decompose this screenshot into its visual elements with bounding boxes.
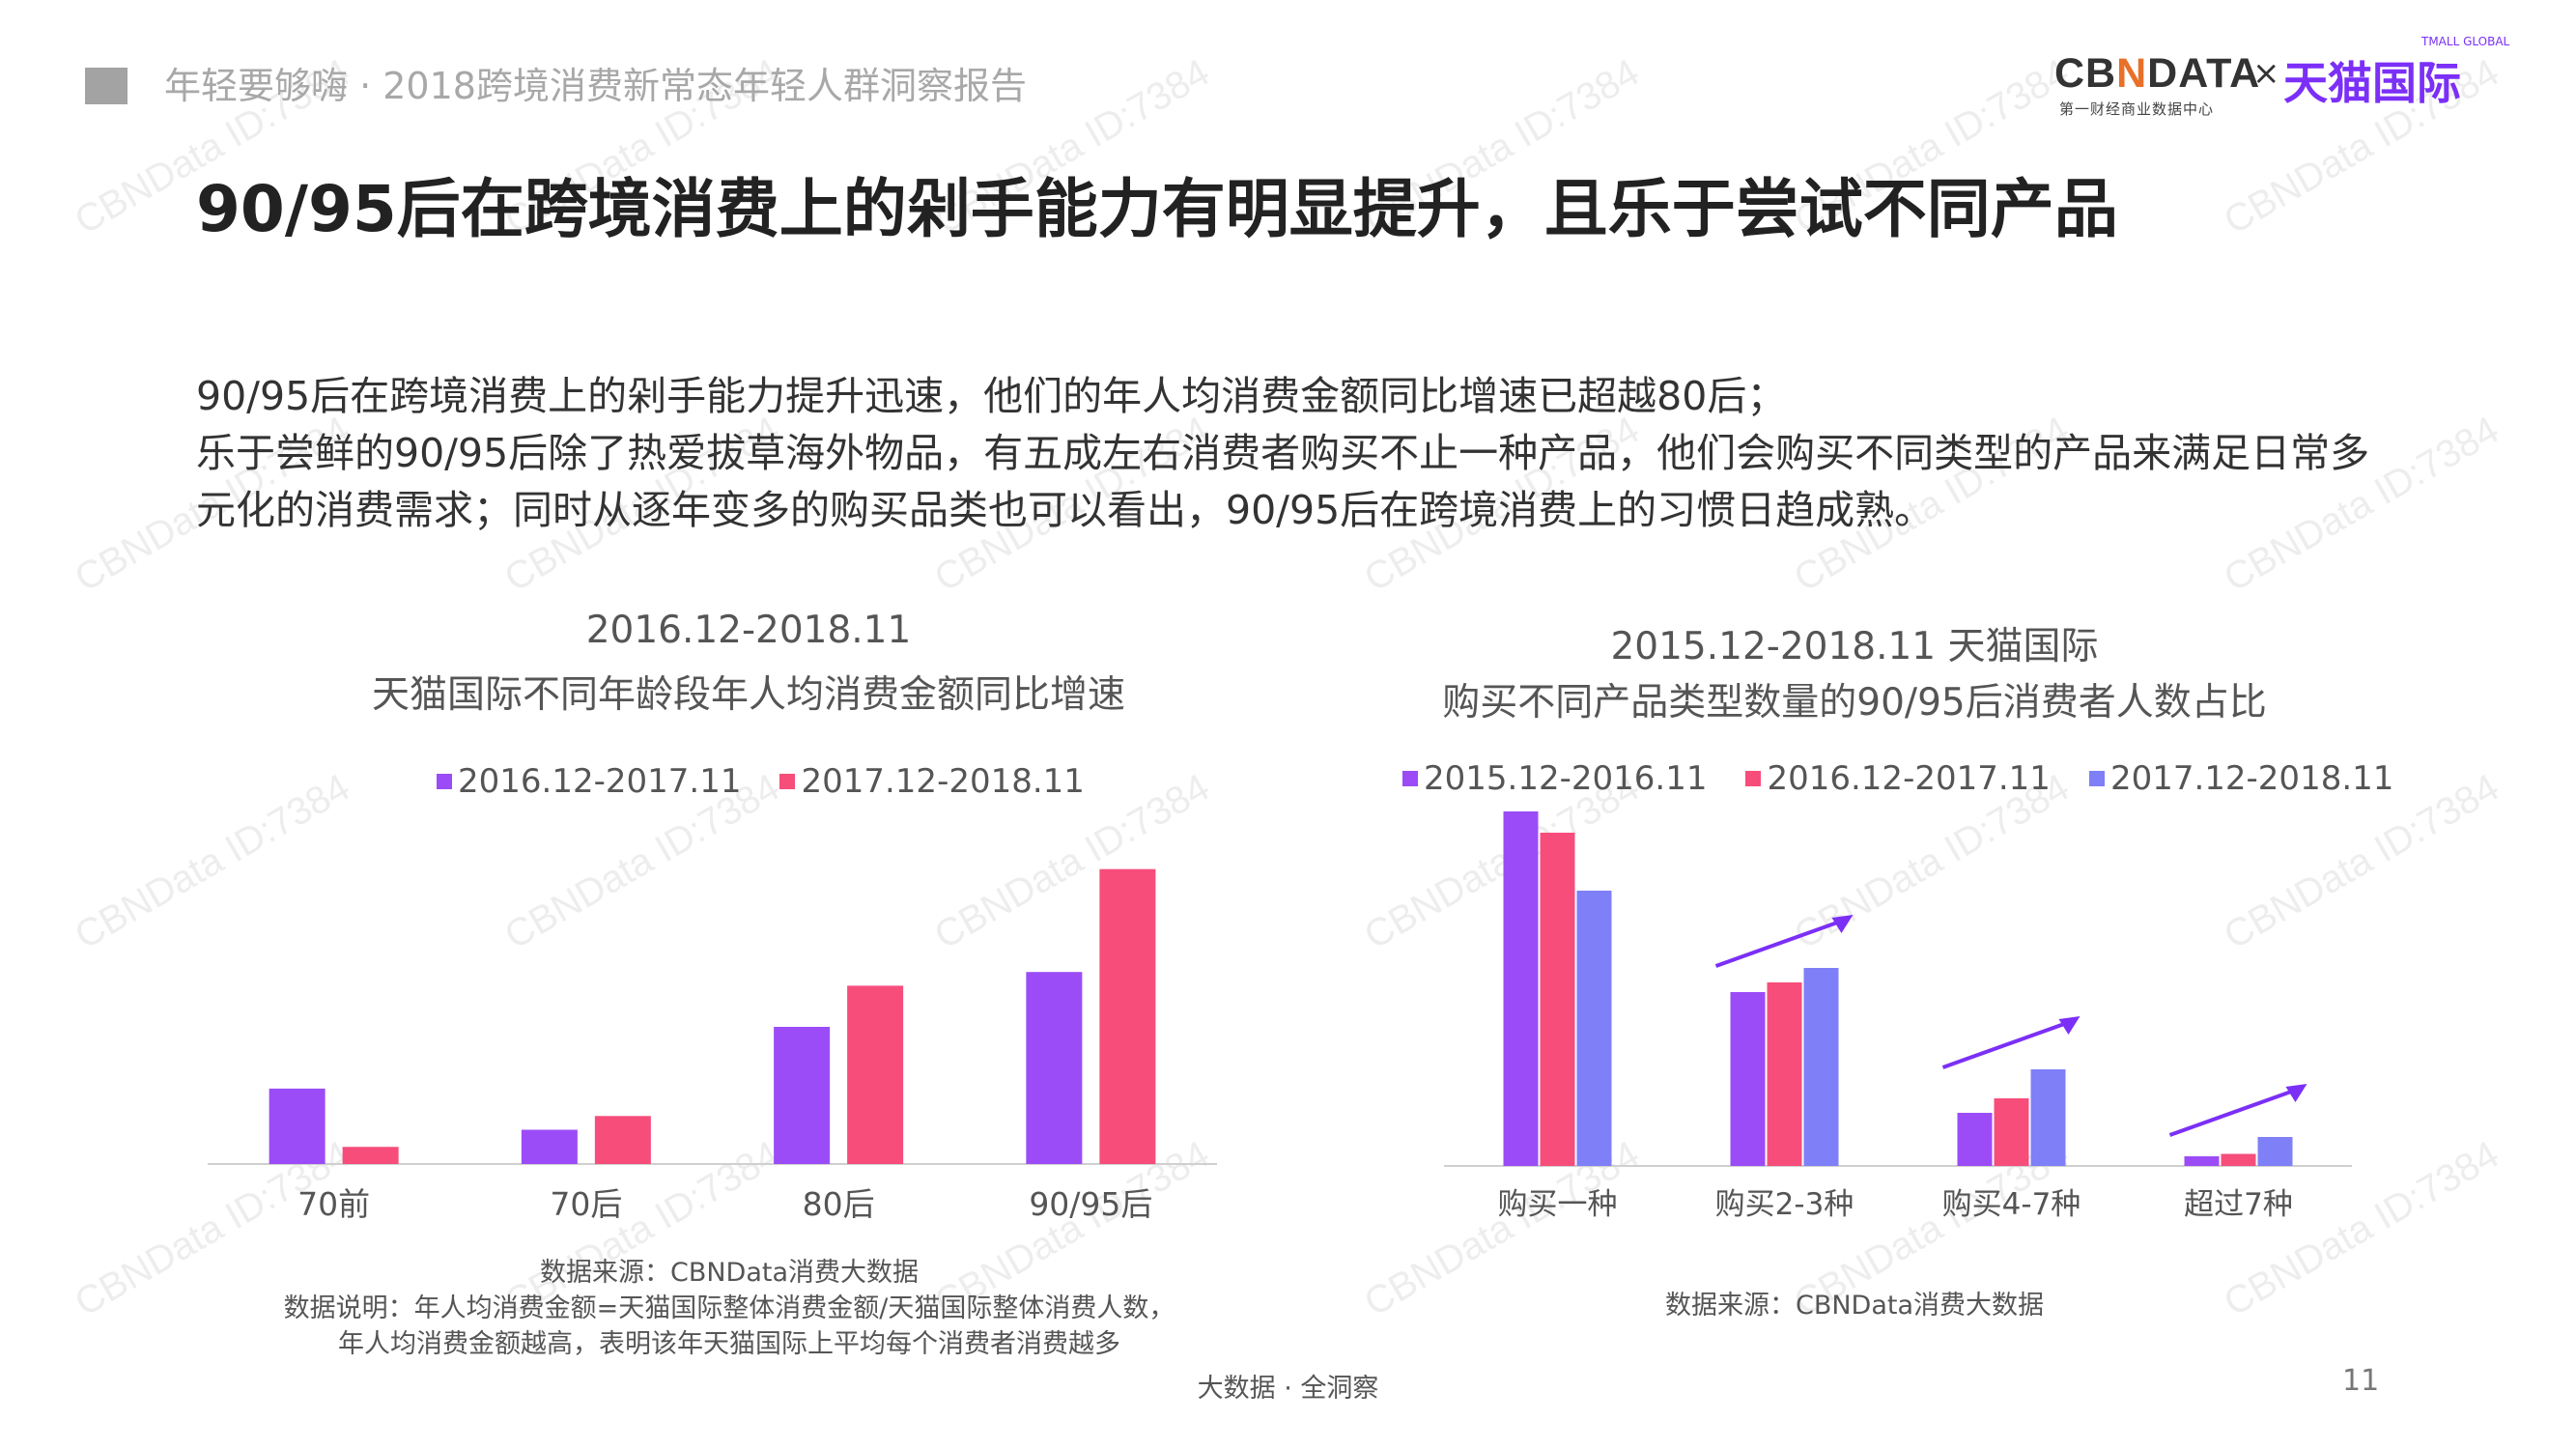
x-tick-label: 90/95后 (1029, 1185, 1152, 1223)
bar (594, 1116, 651, 1164)
right-chart-legend: 2015.12-2016.11 2016.12-2017.11 2017.12-20… (1402, 756, 2432, 798)
left-chart-note-2: 年人均消费金额越高，表明该年天猫国际上平均每个消费者消费越多 (338, 1329, 1120, 1359)
bar (342, 1147, 399, 1164)
tmall-global-logo-text: 天猫国际 (2283, 57, 2461, 109)
page-title: 90/95后在跨境消费上的剁手能力有明显提升，且乐于尝试不同产品 (196, 172, 2118, 246)
cbn-left: CB (2054, 50, 2117, 97)
bar (847, 985, 904, 1164)
x-tick-label: 70前 (297, 1185, 370, 1223)
left-chart-title: 2016.12-2018.11 (585, 609, 912, 652)
legend-swatch (1745, 771, 1762, 786)
bar (1767, 982, 1802, 1166)
bar (269, 1088, 326, 1164)
bar (2257, 1137, 2293, 1166)
bar (1576, 891, 1612, 1166)
bar (1503, 811, 1539, 1166)
cbn-right: DATA (2147, 50, 2261, 97)
trend-arrow (1941, 1019, 2074, 1069)
bar (2221, 1153, 2256, 1166)
x-tick-label: 购买2-3种 (1715, 1187, 1854, 1222)
right-chart-source: 数据来源：CBNData消费大数据 (1664, 1291, 2045, 1321)
cbn-x: N (2116, 50, 2148, 97)
left-bar-chart: 70前 70后 80后 90/95后 (208, 868, 1217, 1223)
right-chart-subtitle: 购买不同产品类型数量的90/95后消费者人数占比 (1442, 681, 2267, 724)
legend-label: 2017.12-2018.11 (801, 762, 1085, 801)
trend-arrow-head (2285, 1084, 2307, 1102)
bar (1540, 833, 1575, 1166)
bar (774, 1027, 831, 1164)
tmall-global-en: TMALL GLOBAL (2421, 35, 2510, 48)
cbndata-tmall-logo: CBNDATA × 天猫国际 TMALL GLOBAL 第一财经商业数据中心 (2054, 35, 2509, 126)
trend-arrow (2168, 1087, 2301, 1137)
legend-item: 2016.12-2017.11 (1745, 759, 2051, 798)
cbndata-cn-subtitle: 第一财经商业数据中心 (2059, 100, 2215, 118)
legend-label: 2016.12-2017.11 (1767, 759, 2051, 798)
right-bar-chart: 购买一种 购买2-3种 购买4-7种 超过7种 (1444, 811, 2352, 1222)
cbndata-logo-text: CBNDATA (2054, 50, 2260, 98)
bar (1099, 868, 1156, 1164)
trend-arrow-head (1831, 915, 1854, 933)
bar (1803, 968, 1839, 1166)
bar (521, 1129, 578, 1164)
x-tick-label: 70后 (550, 1185, 622, 1223)
footer-slogan: 大数据 · 全洞察 (1197, 1374, 1379, 1404)
legend-swatch (1402, 771, 1418, 786)
legend-label: 2015.12-2016.11 (1424, 759, 1708, 798)
trend-arrow (1714, 918, 1847, 968)
legend-item: 2015.12-2016.11 (1402, 759, 1707, 798)
legend-swatch (2088, 771, 2105, 786)
legend-item: 2017.12-2018.11 (2088, 759, 2394, 798)
left-chart-source: 数据来源：CBNData消费大数据 (539, 1258, 920, 1288)
legend-item: 2016.12-2017.11 (437, 762, 741, 801)
logo-times: × (2252, 54, 2280, 93)
left-chart-subtitle: 天猫国际不同年龄段年人均消费金额同比增速 (371, 673, 1125, 717)
report-subtitle: 年轻要够嗨 · 2018跨境消费新常态年轻人群洞察报告 (164, 65, 1027, 107)
bar (2184, 1156, 2220, 1166)
legend-item: 2017.12-2018.11 (779, 762, 1085, 801)
right-chart-title: 2015.12-2018.11 天猫国际 (1610, 625, 2099, 668)
bar (2030, 1069, 2066, 1166)
bar (1957, 1113, 1993, 1166)
bar (1026, 972, 1083, 1164)
legend-label: 2016.12-2017.11 (458, 762, 742, 801)
left-chart-legend: 2016.12-2017.11 2017.12-2018.11 (437, 759, 1123, 801)
trend-arrow-head (2058, 1016, 2081, 1035)
legend-label: 2017.12-2018.11 (2109, 759, 2394, 798)
bar (1730, 992, 1766, 1166)
intro-line-1: 90/95后在跨境消费上的剁手能力提升迅速，他们的年人均消费金额同比增速已超越8… (196, 373, 1787, 419)
x-tick-label: 80后 (803, 1185, 875, 1223)
page-number: 11 (2342, 1364, 2380, 1398)
legend-swatch (437, 774, 452, 789)
intro-line-2: 乐于尝鲜的90/95后除了热爱拔草海外物品，有五成左右消费者购买不止一种产品，他… (196, 430, 2370, 533)
x-tick-label: 购买一种 (1498, 1187, 1618, 1222)
bar (1994, 1098, 2029, 1166)
intro-paragraph: 90/95后在跨境消费上的剁手能力提升迅速，他们的年人均消费金额同比增速已超越8… (196, 368, 2408, 539)
header-square-icon (85, 68, 127, 104)
legend-swatch (779, 774, 796, 789)
x-tick-label: 购买4-7种 (1942, 1187, 2081, 1222)
left-chart-note-1: 数据说明：年人均消费金额=天猫国际整体消费金额/天猫国际整体消费人数， (283, 1293, 1175, 1323)
x-tick-label: 超过7种 (2184, 1187, 2293, 1222)
